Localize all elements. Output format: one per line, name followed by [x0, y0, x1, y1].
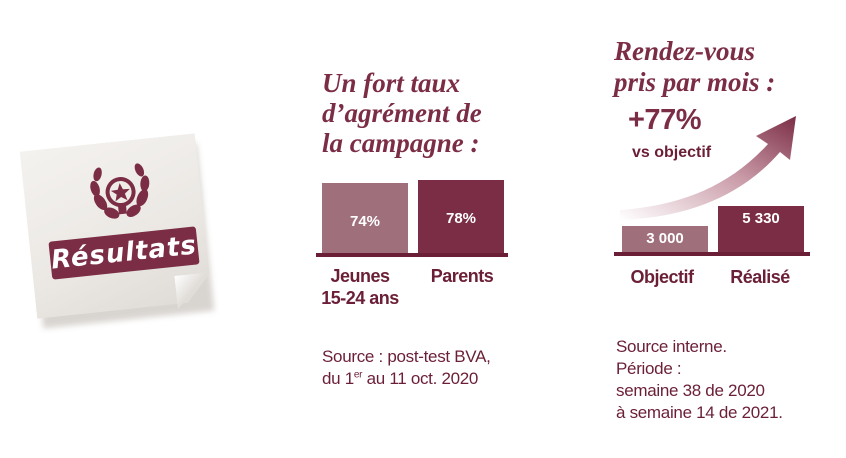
bar-0 — [622, 226, 708, 252]
bar-1 — [418, 180, 504, 253]
bar-value-label-0: 3 000 — [646, 230, 684, 247]
agreement-chart: 74% Jeunes 15-24 ans 78% Parents — [316, 176, 508, 316]
appointments-source-line-1: Source interne. — [616, 337, 727, 356]
appointments-source-line-2: Période : — [616, 359, 682, 378]
appointments-source-line-3: semaine 38 de 2020 — [616, 381, 765, 400]
bar-value-label-0: 74% — [349, 213, 381, 230]
growth-subtitle: vs objectif — [632, 144, 712, 161]
bar-0 — [322, 183, 408, 253]
agreement-heading-line-1: Un fort taux — [322, 68, 461, 98]
appointments-heading-line-2: pris par mois : — [614, 67, 776, 97]
baseline-axis — [614, 252, 810, 256]
appointments-heading: Rendez-vous pris par mois : — [614, 36, 775, 98]
agreement-source: Source : post-test BVA, du 1er au 11 oct… — [322, 346, 491, 390]
agreement-heading-line-2: d’agrément de — [322, 98, 482, 128]
growth-arrow-icon — [620, 116, 796, 220]
appointments-source-line-4: à semaine 14 de 2021. — [616, 403, 783, 422]
agreement-source-line-1: Source : post-test BVA, — [322, 347, 491, 366]
appointments-heading-line-1: Rendez-vous — [614, 36, 755, 66]
laurel-star-emblem-icon — [90, 163, 150, 219]
bar-value-label-1: 5 330 — [742, 210, 780, 227]
agreement-heading-line-3: la campagne : — [322, 128, 480, 158]
baseline-axis — [316, 253, 508, 257]
bar-1 — [718, 206, 804, 252]
category-label-1: Parents — [430, 266, 494, 286]
agreement-heading: Un fort taux d’agrément de la campagne : — [322, 68, 482, 158]
category-label-0: Jeunes 15-24 ans — [321, 266, 399, 308]
bar-value-label-1: 78% — [445, 210, 477, 227]
appointments-source: Source interne. Période : semaine 38 de … — [616, 336, 783, 424]
appointments-chart: 3 000 Objectif 5 330 Réalisé — [614, 202, 814, 302]
growth-percentage: +77% — [628, 104, 701, 136]
category-label-0: Objectif — [630, 267, 694, 287]
category-label-1: Réalisé — [730, 267, 790, 287]
agreement-source-line-2: du 1er au 11 oct. 2020 — [322, 369, 479, 388]
